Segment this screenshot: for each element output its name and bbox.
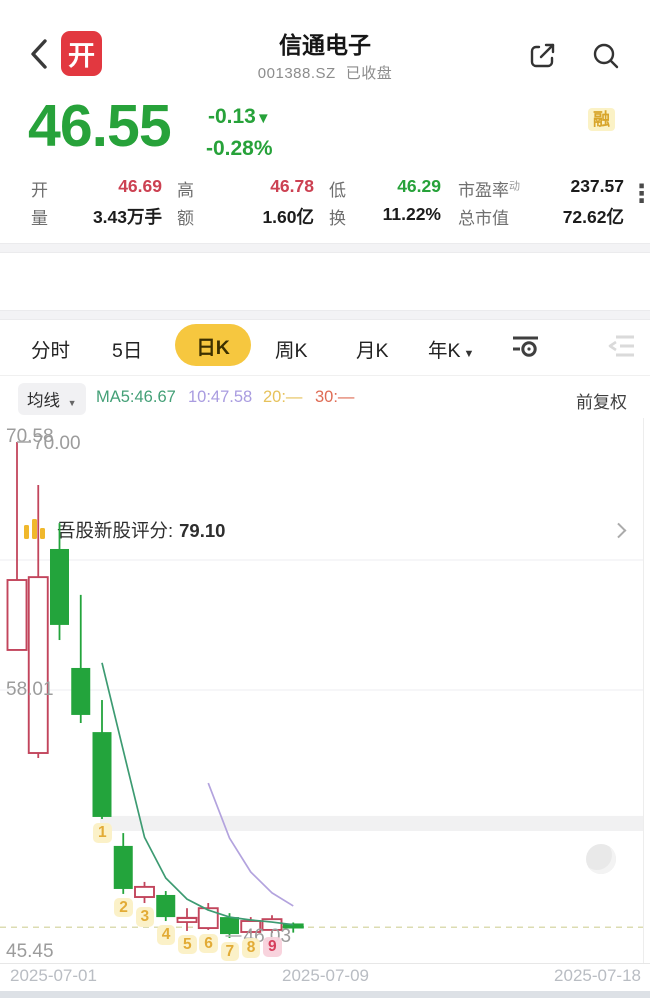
candle-body xyxy=(261,918,283,931)
date-label: 2025-07-18 xyxy=(554,966,641,985)
indicator-settings-icon[interactable] xyxy=(512,334,542,358)
candle-body xyxy=(176,917,198,923)
tab-分时[interactable]: 分时 xyxy=(31,340,71,362)
signal-badge-3: 3 xyxy=(135,907,155,927)
chevron-down-icon: ▼ xyxy=(463,348,475,360)
ma10-line xyxy=(207,782,294,907)
watermark-logo-icon xyxy=(586,844,616,874)
candle-body xyxy=(220,917,239,935)
more-menu-icon[interactable]: ⋮ xyxy=(629,180,650,208)
score-label: 吾股新股评分: 79.10 xyxy=(57,520,226,541)
stat-value: 3.43万手 xyxy=(92,207,162,227)
adjust-mode-button[interactable]: 前复权 xyxy=(576,393,627,412)
candle-body xyxy=(71,667,91,715)
signal-badge-8: 8 xyxy=(241,938,261,958)
stat-value: 46.29 xyxy=(397,176,441,196)
stat-label: 额 xyxy=(177,209,194,228)
header: 开 信通电子 001388.SZ 已收盘 xyxy=(0,0,650,92)
bottom-bar xyxy=(0,991,650,998)
score-row[interactable]: 吾股新股评分: 79.10 xyxy=(0,251,650,541)
candle-body xyxy=(240,920,262,933)
ma-legend-item: 10:47.58 xyxy=(188,388,253,406)
stat-label: 市盈率动 xyxy=(458,180,520,200)
signal-badge-2: 2 xyxy=(114,897,133,918)
divider xyxy=(0,243,650,253)
high-label: 70.00 xyxy=(33,433,81,454)
signal-badge-1: 1 xyxy=(93,823,112,843)
ma-legend-item: 30:— xyxy=(315,388,355,406)
y-axis-label: 45.45 xyxy=(6,941,54,962)
stat-label: 换 xyxy=(329,209,346,228)
stat-value: 1.60亿 xyxy=(262,207,314,227)
date-label: 2025-07-01 xyxy=(10,966,97,985)
price-change-pct: -0.28% xyxy=(206,137,273,160)
candle-body xyxy=(197,907,219,930)
signal-badge-7: 7 xyxy=(220,941,240,962)
ma-legend-item: 20:— xyxy=(263,388,303,406)
search-icon[interactable] xyxy=(590,40,622,72)
ma-legend-item: MA5:46.67 xyxy=(96,388,176,406)
signal-badge-9: 9 xyxy=(263,937,282,957)
candle-body xyxy=(6,579,28,651)
x-axis-dates: 2025-07-01 2025-07-09 2025-07-18 xyxy=(0,966,650,986)
candle-body xyxy=(113,845,133,889)
candle-body xyxy=(27,576,49,754)
price-change: -0.13▼ xyxy=(208,105,271,128)
divider xyxy=(0,375,650,376)
tab-周K[interactable]: 周K xyxy=(275,340,308,362)
margin-badge[interactable]: 融 xyxy=(588,108,615,131)
stat-label: 总市值 xyxy=(458,209,509,228)
stat-value: 46.78 xyxy=(270,176,314,196)
share-icon[interactable] xyxy=(527,40,559,72)
collapse-panel-icon[interactable] xyxy=(608,334,638,358)
divider xyxy=(0,310,650,320)
tab-年K[interactable]: 年K ▼ xyxy=(428,340,475,362)
stat-value: 11.22% xyxy=(382,204,441,224)
highlight-band xyxy=(100,815,643,832)
signal-badge-5: 5 xyxy=(178,934,197,955)
last-price: 46.55 xyxy=(28,93,172,159)
date-label: 2025-07-09 xyxy=(282,966,369,985)
signal-badge-6: 6 xyxy=(199,933,218,954)
tab-日K[interactable]: 日K xyxy=(175,324,251,366)
candle-body xyxy=(134,885,155,898)
market-status: 已收盘 xyxy=(345,65,393,82)
stat-label: 低 xyxy=(329,181,346,200)
bar-chart-icon xyxy=(24,519,45,539)
ma5-line xyxy=(101,662,294,926)
stat-label: 高 xyxy=(177,181,194,200)
y-axis-label: 58.01 xyxy=(6,679,54,700)
stock-code: 001388.SZ xyxy=(257,65,336,82)
ma-selector[interactable]: 均线 ▼ xyxy=(18,383,86,415)
down-arrow-icon: ▼ xyxy=(255,110,271,127)
stat-value: 72.62亿 xyxy=(562,207,624,227)
page-title: 信通电子 xyxy=(279,32,371,58)
tab-月K[interactable]: 月K xyxy=(356,340,389,362)
candle-body xyxy=(156,894,176,918)
signal-badge-4: 4 xyxy=(156,925,176,945)
candle-body xyxy=(92,732,112,817)
candle-body xyxy=(50,548,69,625)
score-value: 79.10 xyxy=(179,520,226,541)
app-logo-icon[interactable]: 开 xyxy=(61,31,102,76)
stat-label: 开 xyxy=(31,181,48,200)
back-icon[interactable] xyxy=(28,38,52,70)
chevron-down-icon: ▼ xyxy=(67,398,77,408)
tab-5日[interactable]: 5日 xyxy=(112,340,143,362)
stock-subtitle: 001388.SZ 已收盘 xyxy=(0,62,650,83)
stat-label: 量 xyxy=(31,209,48,228)
stat-value: 237.57 xyxy=(570,176,624,196)
stat-value: 46.69 xyxy=(118,176,162,196)
